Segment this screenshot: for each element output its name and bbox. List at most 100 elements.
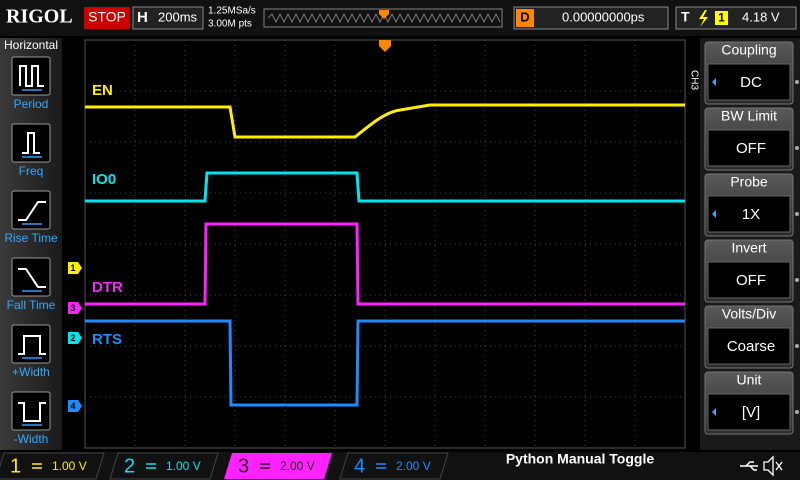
menu-icon	[18, 335, 46, 355]
selector-arrow	[712, 210, 716, 218]
menu-value-box	[707, 63, 791, 101]
speaker-icon	[763, 455, 783, 477]
left-menu-title: Horizontal	[4, 38, 58, 52]
menu-icon	[18, 201, 46, 221]
channel-scale: 1.00 V	[52, 459, 87, 473]
menu-button-value: OFF	[736, 272, 766, 289]
trigger-box[interactable]	[675, 6, 797, 30]
knob-dot	[795, 146, 799, 150]
knob-dot	[795, 212, 799, 216]
delay-box[interactable]	[513, 6, 669, 30]
coupling-icon	[260, 463, 270, 469]
selector-arrow	[712, 78, 716, 86]
trigger-label: T	[681, 9, 690, 25]
menu-icon-box[interactable]	[11, 123, 51, 163]
channel-marker	[68, 262, 82, 274]
channel-marker-number: 3	[70, 303, 75, 313]
menu-value-box	[707, 129, 791, 167]
menu-icon	[18, 402, 46, 422]
menu-value-box	[707, 195, 791, 233]
channel-box	[339, 452, 449, 480]
delay-label: D	[520, 9, 529, 24]
menu-item-label: -Width	[14, 432, 49, 446]
memory-trigger-mark	[379, 10, 389, 19]
selector-arrow	[712, 408, 716, 416]
footer-label: Python Manual Toggle	[506, 451, 655, 467]
channel-marker	[68, 400, 82, 412]
delay: 0.00000000ps	[562, 9, 645, 24]
trace-label: EN	[92, 82, 113, 99]
trigger-source: 1	[718, 11, 725, 25]
timebase-box[interactable]	[132, 6, 204, 30]
usb-icon	[740, 461, 758, 471]
menu-button-value: DC	[740, 74, 762, 91]
menu-value-box	[707, 327, 791, 365]
channel-marker-number: 2	[70, 333, 75, 343]
menu-button-value: [V]	[742, 404, 760, 421]
menu-button-label: Probe	[730, 174, 768, 190]
menu-item-label: Rise Time	[4, 231, 58, 245]
memory-depth: 3.00M pts	[208, 19, 252, 30]
coupling-icon	[376, 463, 386, 469]
channel-scale: 2.00 V	[280, 459, 315, 473]
channel-marker-number: 1	[70, 263, 75, 273]
menu-icon	[18, 268, 46, 288]
trace-label: DTR	[92, 279, 123, 296]
menu-item-label: Period	[14, 97, 49, 111]
menu-button-value: 1X	[742, 206, 760, 223]
coupling-icon	[32, 463, 42, 469]
channel-indicator: CH3	[688, 70, 699, 90]
menu-button-label: Coupling	[721, 42, 776, 58]
active-channel-box	[224, 453, 332, 479]
menu-icon	[22, 132, 40, 154]
channel-number: 3	[238, 455, 249, 477]
left-panel	[0, 38, 62, 450]
waveform	[85, 171, 685, 203]
channel-box	[0, 452, 105, 480]
footer-bar	[0, 452, 800, 480]
menu-icon	[19, 65, 44, 87]
menu-button-label: Unit	[737, 372, 762, 388]
delay-label-box	[516, 9, 534, 27]
waveform	[85, 103, 685, 139]
status: STOP	[88, 9, 126, 25]
channel-marker-number: 4	[70, 401, 75, 411]
trigger-edge-icon	[699, 10, 708, 27]
channel-scale: 1.00 V	[166, 459, 201, 473]
menu-value-box	[707, 393, 791, 431]
menu-item-label: Freq	[19, 164, 44, 178]
menu-item-label: Fall Time	[7, 298, 56, 312]
timebase: 200ms	[158, 9, 198, 24]
knob-dot	[795, 344, 799, 348]
knob-dot	[795, 410, 799, 414]
channel-number: 2	[124, 455, 135, 477]
channel-number: 1	[10, 455, 21, 477]
menu-button-value: Coarse	[727, 338, 775, 355]
menu-item-label: +Width	[12, 365, 50, 379]
menu-button-label: BW Limit	[721, 108, 777, 124]
menu-button-label: Volts/Div	[722, 306, 776, 322]
timebase-label: H	[137, 9, 148, 26]
menu-button-label: Invert	[731, 240, 766, 256]
brand: RIGOL	[6, 6, 73, 28]
sample-rate: 1.25MSa/s	[208, 6, 256, 17]
channel-number: 4	[354, 455, 365, 477]
waveform	[85, 222, 685, 306]
channel-scale: 2.00 V	[396, 459, 431, 473]
status-box[interactable]	[84, 7, 130, 29]
menu-value-box	[707, 261, 791, 299]
knob-dot	[795, 80, 799, 84]
trigger-level: 4.18 V	[742, 9, 780, 24]
channel-marker	[68, 302, 82, 314]
menu-button-value: OFF	[736, 140, 766, 157]
coupling-icon	[146, 463, 156, 469]
channel-box	[109, 452, 219, 480]
trace-label: IO0	[92, 171, 116, 188]
trace-label: RTS	[92, 331, 122, 348]
trigger-position-mark	[379, 40, 391, 52]
channel-marker	[68, 332, 82, 344]
knob-dot	[795, 278, 799, 282]
trigger-source-box	[715, 11, 728, 25]
